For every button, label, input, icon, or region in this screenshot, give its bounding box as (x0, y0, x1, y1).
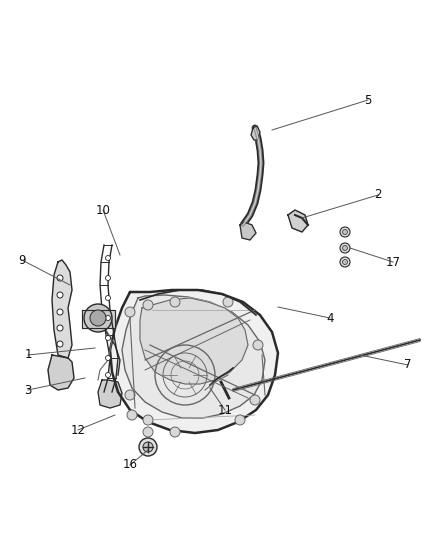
Circle shape (143, 415, 153, 425)
Polygon shape (82, 310, 115, 328)
Circle shape (57, 309, 63, 315)
Circle shape (106, 335, 110, 341)
Text: 7: 7 (404, 359, 412, 372)
Circle shape (57, 275, 63, 281)
Text: 9: 9 (18, 254, 26, 266)
Text: 10: 10 (95, 204, 110, 216)
Polygon shape (122, 295, 265, 418)
Circle shape (343, 260, 347, 264)
Circle shape (143, 300, 153, 310)
Text: 1: 1 (24, 349, 32, 361)
Circle shape (340, 257, 350, 267)
Circle shape (139, 438, 157, 456)
Polygon shape (240, 222, 256, 240)
Polygon shape (140, 298, 248, 384)
Circle shape (57, 292, 63, 298)
Circle shape (57, 325, 63, 331)
Text: 11: 11 (218, 403, 233, 416)
Circle shape (106, 276, 110, 280)
Text: 4: 4 (326, 311, 334, 325)
Circle shape (106, 316, 110, 320)
Circle shape (343, 230, 347, 235)
Circle shape (106, 356, 110, 360)
Text: 16: 16 (123, 458, 138, 472)
Circle shape (106, 255, 110, 261)
Circle shape (57, 341, 63, 347)
Polygon shape (288, 210, 308, 232)
Circle shape (106, 373, 110, 377)
Polygon shape (48, 355, 74, 390)
Circle shape (90, 310, 106, 326)
Circle shape (143, 427, 153, 437)
Text: 3: 3 (25, 384, 32, 397)
Circle shape (125, 390, 135, 400)
Circle shape (343, 246, 347, 251)
Circle shape (235, 415, 245, 425)
Text: 5: 5 (364, 93, 372, 107)
Circle shape (340, 243, 350, 253)
Circle shape (84, 304, 112, 332)
Circle shape (143, 442, 153, 452)
Polygon shape (98, 380, 122, 408)
Circle shape (253, 340, 263, 350)
Circle shape (106, 295, 110, 301)
Text: 12: 12 (71, 424, 85, 437)
Circle shape (340, 227, 350, 237)
Text: 2: 2 (374, 189, 382, 201)
Circle shape (223, 297, 233, 307)
Circle shape (250, 395, 260, 405)
Circle shape (127, 410, 137, 420)
Polygon shape (52, 260, 72, 358)
Circle shape (125, 307, 135, 317)
Text: 17: 17 (385, 255, 400, 269)
Circle shape (170, 297, 180, 307)
Polygon shape (251, 126, 260, 140)
Circle shape (170, 427, 180, 437)
Polygon shape (110, 290, 278, 433)
